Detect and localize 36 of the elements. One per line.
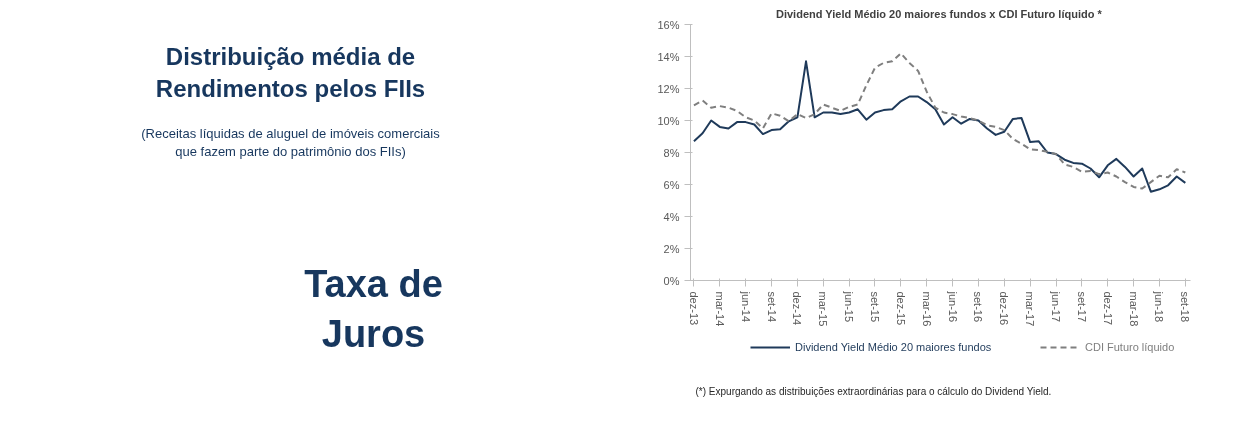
x-tick-label: set-14	[765, 291, 778, 323]
chart-title: Dividend Yield Médio 20 maiores fundos x CDI Futuro líquido *	[775, 7, 1103, 20]
legend-label: Dividend Yield Médio 20 maiores fundos	[795, 341, 992, 353]
y-tick-label: 6%	[663, 178, 680, 191]
text: (Receitas líquidas de aluguel de imóveis comerciais que fazem parte do patrimônio dos FIIs)	[141, 125, 441, 159]
x-tick-label: dez-17	[1101, 291, 1114, 326]
y-tick-label: 8%	[663, 146, 680, 159]
y-tick-label: 4%	[663, 210, 680, 223]
x-tick-label: mar-16	[920, 291, 933, 327]
y-tick-label: 0%	[663, 274, 680, 287]
x-tick-label: set-16	[972, 291, 985, 323]
x-tick-label: dez-15	[894, 291, 907, 326]
text: Taxa de Juros	[304, 262, 443, 355]
x-tick-label: set-18	[1179, 291, 1192, 323]
x-tick-label: set-17	[1075, 291, 1088, 323]
y-tick-label: 14%	[657, 50, 680, 63]
text: (*) Expurgando as distribuições extraordinárias para o cálculo do Dividend Yield.	[695, 385, 1052, 397]
x-tick-label: mar-14	[713, 291, 726, 327]
x-tick-label: jun-17	[1050, 290, 1063, 323]
x-tick-label: jun-14	[739, 290, 752, 323]
y-tick-label: 2%	[663, 242, 680, 255]
x-tick-label: dez-14	[791, 291, 804, 326]
x-tick-label: set-15	[868, 291, 881, 323]
y-tick-label: 12%	[657, 82, 680, 95]
legend-label: CDI Futuro líquido	[1085, 341, 1175, 353]
y-tick-label: 10%	[657, 114, 680, 127]
x-tick-label: dez-16	[998, 291, 1011, 326]
text: Distribuição média de Rendimentos pelos FIIs	[155, 42, 426, 102]
y-tick-label: 16%	[657, 18, 680, 31]
x-tick-label: mar-15	[817, 291, 830, 327]
x-tick-label: mar-18	[1127, 291, 1140, 327]
x-tick-label: mar-17	[1024, 291, 1037, 327]
x-tick-label: dez-13	[687, 291, 700, 326]
x-tick-label: jun-16	[946, 290, 959, 323]
x-tick-label: jun-18	[1153, 290, 1166, 323]
x-tick-label: jun-15	[843, 290, 856, 323]
